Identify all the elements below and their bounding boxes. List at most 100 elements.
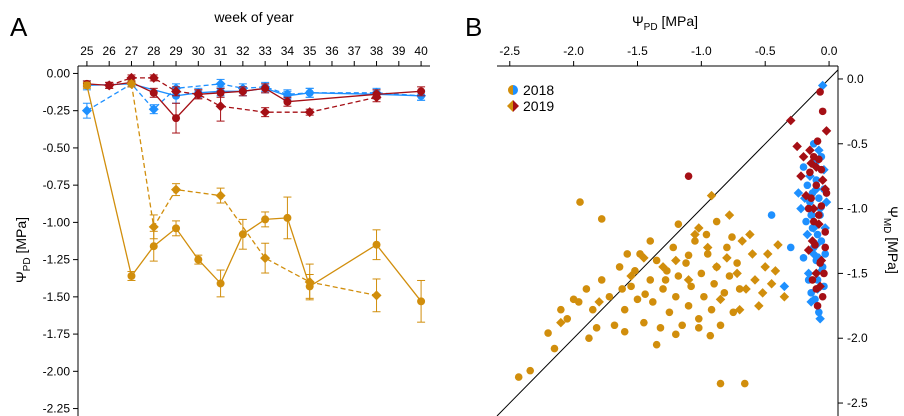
panel-b-data-point bbox=[716, 321, 725, 330]
panel-b-data-point bbox=[702, 242, 713, 253]
panel-b-data-point bbox=[620, 327, 629, 336]
panel-b-data-point bbox=[741, 284, 751, 294]
panel-a-series-red-diamond bbox=[104, 72, 382, 122]
panel-b-y-label-sub: MD bbox=[881, 218, 892, 234]
panel-b-data-point bbox=[821, 126, 832, 136]
panel-b-data-point bbox=[556, 317, 566, 328]
panel-a-data-point bbox=[238, 230, 247, 239]
panel-b-data-point bbox=[592, 324, 601, 332]
panel-a-data-point bbox=[238, 87, 247, 96]
panel-b-data-point bbox=[817, 175, 828, 185]
panel-b-data-point bbox=[792, 141, 802, 152]
panel-b-y-label-unit: [MPa] bbox=[885, 233, 901, 273]
panel-b-data-point bbox=[605, 292, 614, 301]
panel-b-x-label-unit: [MPa] bbox=[658, 13, 698, 29]
panel-a-x-tick-label: 33 bbox=[258, 44, 272, 58]
panel-b-data-point bbox=[796, 203, 806, 214]
legend-swatch-2019 bbox=[507, 100, 519, 112]
panel-a-data-point bbox=[304, 276, 315, 287]
panel-a-x-tick-label: 27 bbox=[125, 44, 139, 58]
panel-b-data-point bbox=[821, 243, 830, 252]
panel-b-data-point bbox=[803, 268, 814, 279]
panel-b-data-point bbox=[732, 268, 742, 279]
panel-b-data-point bbox=[694, 223, 704, 233]
panel-a-data-point bbox=[104, 80, 115, 91]
panel-a-data-point bbox=[371, 92, 382, 103]
panel-b-data-point bbox=[729, 308, 738, 317]
panel-b-data-point bbox=[646, 237, 655, 245]
panel-a-data-point bbox=[193, 89, 204, 100]
panel-b-data-point bbox=[633, 295, 642, 304]
panel-b-data-point bbox=[569, 295, 578, 304]
panel-b-data-point bbox=[594, 297, 604, 307]
panel-b-y-tick-label: -0.5 bbox=[847, 137, 868, 151]
panel-b-data-point bbox=[722, 253, 732, 263]
panel-a-data-point bbox=[126, 78, 137, 89]
panel-b-data-point bbox=[588, 305, 597, 314]
panel-b-data-point bbox=[821, 250, 830, 258]
panel-b-data-point bbox=[814, 219, 824, 229]
panel-b-data-point bbox=[706, 190, 717, 201]
panel-a-data-point bbox=[417, 87, 426, 96]
panel-a-x-tick-label: 30 bbox=[192, 44, 206, 58]
panel-b-data-point bbox=[710, 279, 718, 288]
panel-b-data-point bbox=[684, 172, 693, 180]
panel-b-data-point bbox=[804, 204, 813, 213]
panel-b-data-point bbox=[597, 276, 606, 284]
legend-swatch-half bbox=[508, 85, 513, 95]
panel-b-data-point bbox=[697, 269, 706, 278]
panel-a-x-tick-label: 28 bbox=[147, 44, 161, 58]
panel-b-data-point bbox=[665, 308, 674, 317]
panel-b-data-point bbox=[733, 259, 741, 267]
panel-b-data-point bbox=[818, 107, 827, 116]
panel-b-data-point bbox=[815, 281, 825, 292]
panel-a-data-point bbox=[261, 84, 270, 93]
panel-b-data-point bbox=[813, 302, 822, 310]
panel-b-data-point bbox=[754, 301, 764, 311]
panel-b-y-tick-label: -1.5 bbox=[847, 266, 868, 280]
panel-b-data-point bbox=[811, 268, 822, 279]
panel-a-y-tick-label: -0.75 bbox=[43, 178, 71, 192]
panel-a-y-tick-label: -2.25 bbox=[43, 402, 71, 416]
panel-a-y-tick-label: 0.00 bbox=[47, 66, 71, 80]
panel-b-data-point bbox=[661, 276, 670, 284]
panel-b-data-point bbox=[802, 229, 813, 240]
panel-a-data-point bbox=[194, 255, 203, 264]
legend-swatch-2018 bbox=[508, 85, 518, 95]
panel-b-data-point bbox=[659, 285, 667, 293]
panel-b-letter: B bbox=[465, 12, 482, 42]
panel-a-data-point bbox=[260, 107, 271, 118]
panel-b-data-point bbox=[817, 237, 826, 245]
panel-b-data-point bbox=[817, 80, 828, 91]
panel-b-data-point bbox=[803, 181, 812, 190]
panel-b-x-tick-label: -0.5 bbox=[755, 44, 776, 58]
panel-a-y-label-sub: PD bbox=[22, 257, 33, 271]
panel-a-y-tick-label: -2.00 bbox=[43, 364, 71, 378]
panel-a-data-point bbox=[304, 87, 315, 98]
panel-b-data-point bbox=[610, 321, 619, 330]
panel-a-x-tick-label: 37 bbox=[348, 44, 362, 58]
panel-a-data-point bbox=[171, 86, 182, 97]
panel-a-data-point bbox=[283, 97, 292, 106]
panel-b-y-label-psi: Ψ bbox=[885, 206, 901, 218]
panel-a-data-point bbox=[148, 72, 159, 83]
panel-b-data-point bbox=[631, 267, 639, 275]
panel-a-data-point bbox=[82, 81, 91, 90]
panel-b-data-point bbox=[585, 334, 593, 343]
panel-b-data-point bbox=[740, 379, 749, 388]
panel-b-data-point bbox=[700, 292, 708, 301]
panel-b-data-point bbox=[706, 331, 715, 340]
panel-b-data-point bbox=[815, 308, 823, 317]
panel-a-x-tick-label: 39 bbox=[392, 44, 406, 58]
panel-b-data-point bbox=[712, 217, 721, 226]
panel-a-data-point bbox=[216, 279, 225, 288]
panel-a-y-label-psi: Ψ bbox=[13, 271, 29, 283]
panel-b-data-point bbox=[807, 236, 818, 246]
panel-b-data-point bbox=[821, 228, 830, 236]
panel-b-data-point bbox=[723, 243, 731, 252]
panel-b-data-point bbox=[747, 249, 758, 259]
panel-a-x-tick-label: 36 bbox=[325, 44, 339, 58]
panel-a-x-tick-label: 34 bbox=[281, 44, 295, 58]
panel-a-x-tick-label: 40 bbox=[414, 44, 428, 58]
